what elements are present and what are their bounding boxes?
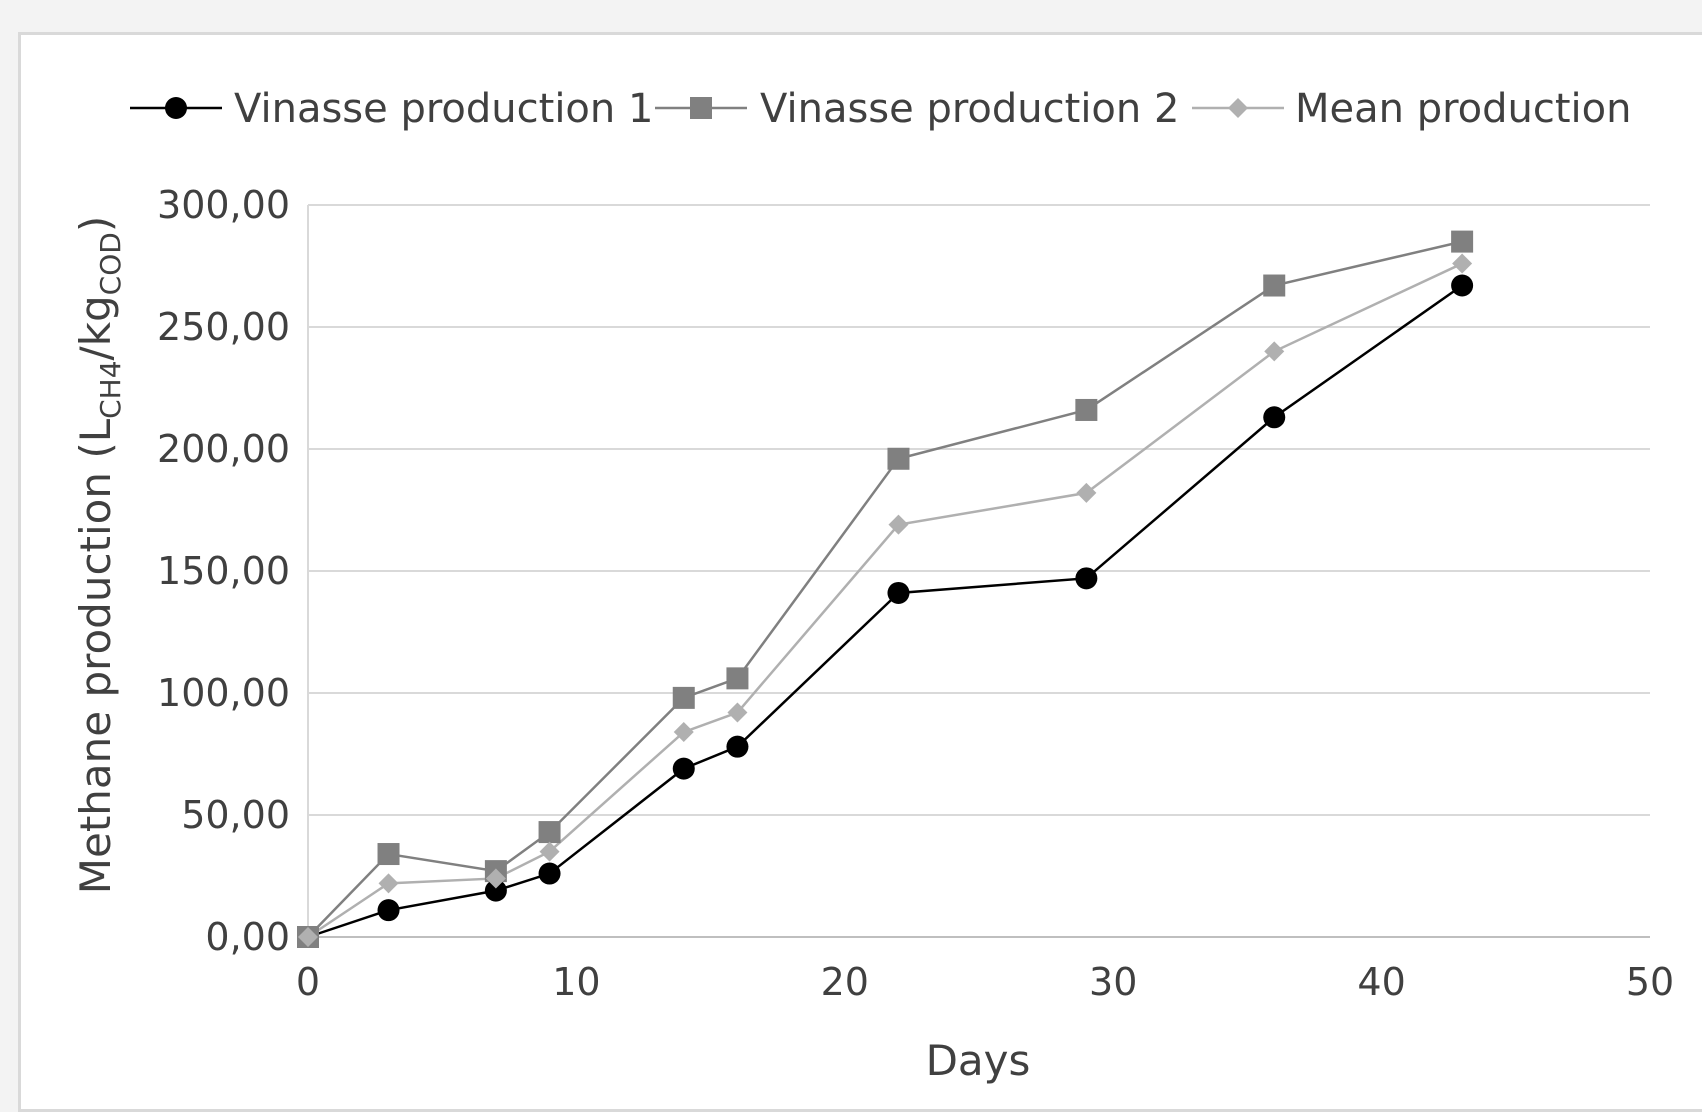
data-point-s1-7 [1075,567,1098,590]
y-tick-label-200: 200,00 [157,427,290,471]
data-point-s3-1 [378,873,399,894]
x-tick-label-20: 20 [821,960,869,1004]
data-point-s3-2 [485,868,506,889]
legend-label-2: Vinasse production 2 [760,86,1179,132]
data-point-s1-2 [484,879,507,902]
gridlines [308,204,1650,938]
data-point-s3-3 [539,841,560,862]
data-point-s3-7 [1076,482,1097,503]
x-tick-label-0: 0 [296,960,320,1004]
data-point-s3-9 [1452,253,1473,274]
legend: Vinasse production 1 Vinasse production 2… [130,86,1631,132]
axes: 0,00 50,00 100,00 150,00 200,00 250,00 300,00 0… [157,183,1674,1004]
data-point-s1-1 [377,899,400,922]
series-markers [297,230,1474,948]
data-point-s2-3 [538,821,561,844]
y-tick-label-300: 300,00 [157,183,290,227]
data-point-s3-0 [298,927,318,947]
y-tick-label-100: 100,00 [157,671,290,715]
data-point-s2-6 [887,447,910,470]
y-tick-label-150: 150,00 [157,549,290,593]
data-point-s3-5 [727,702,748,723]
data-point-s2-5 [726,667,749,690]
data-point-s3-6 [888,514,909,535]
data-point-s1-5 [726,735,749,758]
data-point-s2-9 [1451,230,1474,253]
y-axis-title-sub1: CH4 [94,360,127,418]
legend-marker-2 [690,97,712,119]
data-point-s2-4 [672,686,695,709]
y-axis-title-mid: /kg [71,295,120,360]
y-tick-label-250: 250,00 [157,305,290,349]
x-tick-label-10: 10 [552,960,600,1004]
legend-marker-1 [165,97,187,119]
legend-label-3: Mean production [1295,86,1631,132]
data-point-s2-8 [1263,274,1286,297]
series-lines [307,240,1463,939]
y-axis-title-main: Methane production (L [71,418,120,894]
data-point-s1-4 [672,757,695,780]
y-axis-title: Methane production (LCH4/kgCOD) [71,216,127,894]
x-axis-title: Days [926,1036,1031,1085]
data-point-s3-4 [673,722,694,743]
x-tick-label-30: 30 [1089,960,1137,1004]
x-tick-label-50: 50 [1626,960,1674,1004]
legend-label-1: Vinasse production 1 [234,86,653,132]
legend-marker-3 [1228,98,1248,118]
data-point-s1-6 [887,581,910,604]
data-point-s2-1 [377,843,400,866]
y-axis-title-end: ) [71,216,120,232]
y-tick-label-0: 0,00 [205,915,290,959]
data-point-s1-3 [538,862,561,885]
x-tick-label-40: 40 [1357,960,1405,1004]
y-axis-title-sub2: COD [94,232,127,295]
data-point-s1-9 [1451,274,1474,297]
series-line-3 [307,262,1463,939]
series-line-1 [307,284,1463,939]
y-tick-label-50: 50,00 [181,793,290,837]
data-point-s3-8 [1264,341,1285,362]
data-point-s2-7 [1075,398,1098,421]
series-line-2 [307,240,1463,938]
data-point-s1-8 [1263,406,1286,429]
